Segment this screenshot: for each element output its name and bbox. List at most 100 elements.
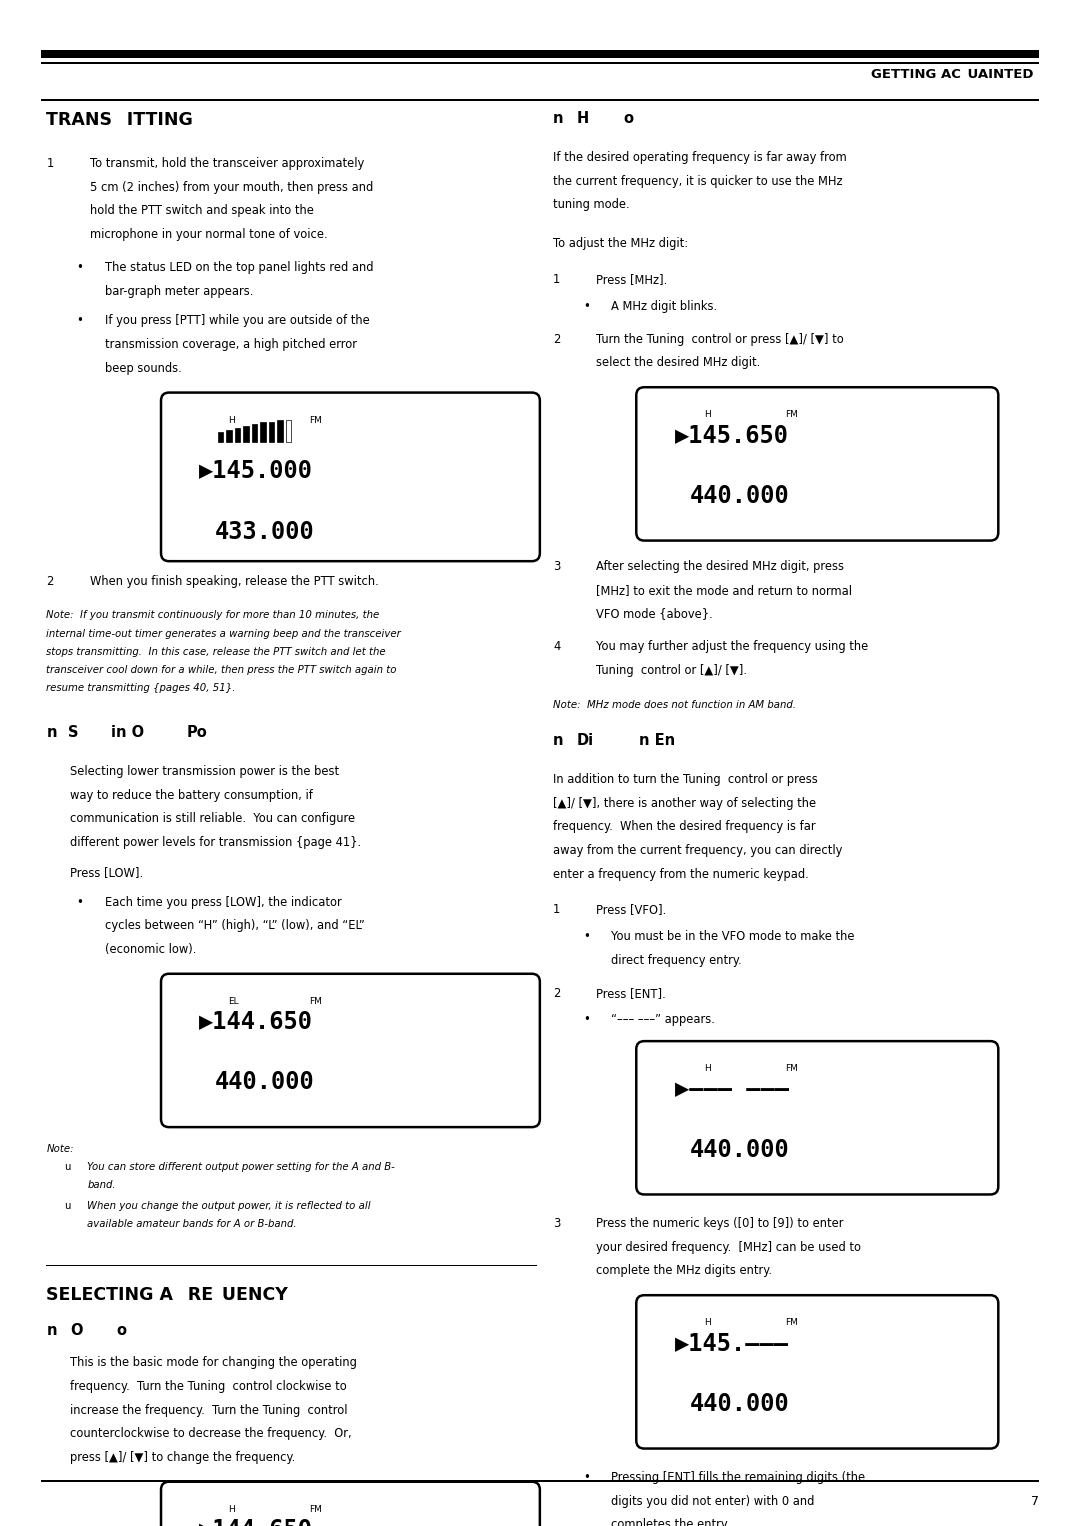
Text: 1: 1 [553, 903, 561, 917]
Text: completes the entry.: completes the entry. [611, 1518, 730, 1526]
Text: ▶144.650: ▶144.650 [199, 1517, 313, 1526]
Text: n: n [46, 1323, 57, 1338]
Text: 7: 7 [1031, 1495, 1039, 1509]
Text: 2: 2 [553, 333, 561, 346]
Text: increase the frequency.  Turn the Tuning  control: increase the frequency. Turn the Tuning … [70, 1404, 348, 1416]
FancyBboxPatch shape [161, 1482, 540, 1526]
Bar [285, 420, 292, 443]
Text: Press [MHz].: Press [MHz]. [596, 273, 667, 287]
Text: Each time you press [LOW], the indicator: Each time you press [LOW], the indicator [105, 896, 341, 908]
Text: way to reduce the battery consumption, if: way to reduce the battery consumption, i… [70, 789, 313, 801]
Text: o: o [117, 1323, 126, 1338]
Text: cycles between “H” (high), “L” (low), and “EL”: cycles between “H” (high), “L” (low), an… [105, 919, 365, 932]
Text: •: • [583, 1013, 590, 1027]
Text: select the desired MHz digit.: select the desired MHz digit. [596, 357, 760, 369]
Text: (economic low).: (economic low). [105, 943, 197, 955]
Text: GETTING AC UAINTED: GETTING AC UAINTED [872, 69, 1034, 81]
Bar [269, 421, 274, 443]
Text: FM: FM [309, 996, 322, 1006]
Text: communication is still reliable.  You can configure: communication is still reliable. You can… [70, 812, 355, 826]
Text: digits you did not enter) with 0 and: digits you did not enter) with 0 and [611, 1494, 814, 1508]
Text: n: n [553, 734, 564, 748]
Text: Turn the Tuning  control or press [▲]/ [▼] to: Turn the Tuning control or press [▲]/ [▼… [596, 333, 843, 346]
Text: band.: band. [87, 1180, 117, 1190]
Text: resume transmitting {pages 40, 51}.: resume transmitting {pages 40, 51}. [46, 682, 235, 693]
Text: microphone in your normal tone of voice.: microphone in your normal tone of voice. [90, 227, 327, 241]
Text: stops transmitting.  In this case, release the PTT switch and let the: stops transmitting. In this case, releas… [46, 647, 386, 656]
Text: •: • [77, 896, 83, 908]
FancyBboxPatch shape [636, 1296, 998, 1448]
Text: H: H [577, 111, 589, 127]
Text: bar-graph meter appears.: bar-graph meter appears. [105, 285, 253, 298]
Text: EL: EL [229, 996, 239, 1006]
Text: 440.000: 440.000 [690, 1392, 789, 1416]
FancyBboxPatch shape [161, 974, 540, 1128]
Text: O: O [70, 1323, 83, 1338]
Text: This is the basic mode for changing the operating: This is the basic mode for changing the … [70, 1357, 357, 1369]
Text: Press the numeric keys ([0] to [9]) to enter: Press the numeric keys ([0] to [9]) to e… [596, 1216, 843, 1230]
Text: 433.000: 433.000 [215, 520, 314, 543]
Text: available amateur bands for A or B-band.: available amateur bands for A or B-band. [87, 1219, 297, 1228]
Bar [41, 63, 1039, 64]
Text: Po: Po [187, 725, 207, 740]
Text: H: H [229, 417, 235, 424]
Text: n: n [46, 725, 57, 740]
Text: You must be in the VFO mode to make the: You must be in the VFO mode to make the [611, 929, 854, 943]
Text: u: u [64, 1161, 70, 1172]
Text: H: H [704, 410, 711, 420]
Text: Tuning  control or [▲]/ [▼].: Tuning control or [▲]/ [▼]. [596, 664, 747, 678]
Text: 2: 2 [46, 575, 54, 588]
Text: After selecting the desired MHz digit, press: After selecting the desired MHz digit, p… [596, 560, 845, 574]
Text: Press [VFO].: Press [VFO]. [596, 903, 666, 917]
Text: [MHz] to exit the mode and return to normal: [MHz] to exit the mode and return to nor… [596, 584, 852, 597]
Text: TRANS  ITTING: TRANS ITTING [46, 111, 193, 130]
Text: enter a frequency from the numeric keypad.: enter a frequency from the numeric keypa… [553, 867, 809, 881]
Text: hold the PTT switch and speak into the: hold the PTT switch and speak into the [90, 204, 313, 218]
Text: FM: FM [785, 1064, 797, 1073]
Text: S: S [68, 725, 79, 740]
Text: n En: n En [639, 734, 675, 748]
Bar [46, 1265, 537, 1267]
Text: 4: 4 [553, 641, 561, 653]
Text: •: • [583, 929, 590, 943]
Text: ▶145.———: ▶145.——— [675, 1331, 788, 1355]
Text: [▲]/ [▼], there is another way of selecting the: [▲]/ [▼], there is another way of select… [553, 797, 816, 810]
Text: complete the MHz digits entry.: complete the MHz digits entry. [596, 1264, 772, 1277]
Text: FM: FM [309, 1505, 322, 1514]
Text: VFO mode {above}.: VFO mode {above}. [596, 607, 713, 621]
Text: A MHz digit blinks.: A MHz digit blinks. [611, 301, 717, 313]
Text: Note:  If you transmit continuously for more than 10 minutes, the: Note: If you transmit continuously for m… [46, 610, 380, 621]
Text: counterclockwise to decrease the frequency.  Or,: counterclockwise to decrease the frequen… [70, 1427, 352, 1441]
Text: 2: 2 [553, 986, 561, 1000]
Text: Selecting lower transmission power is the best: Selecting lower transmission power is th… [70, 765, 339, 778]
Text: Note:: Note: [46, 1143, 73, 1154]
Text: Di: Di [577, 734, 594, 748]
Text: o: o [623, 111, 633, 127]
Text: •: • [583, 301, 590, 313]
Bar [278, 420, 283, 443]
Text: 440.000: 440.000 [215, 1070, 314, 1094]
Bar [218, 432, 224, 443]
Text: SELECTING A  RE UENCY: SELECTING A RE UENCY [46, 1286, 288, 1305]
Text: You can store different output power setting for the A and B-: You can store different output power set… [87, 1161, 395, 1172]
Text: press [▲]/ [▼] to change the frequency.: press [▲]/ [▼] to change the frequency. [70, 1451, 296, 1463]
Text: FM: FM [785, 410, 797, 420]
Text: When you change the output power, it is reflected to all: When you change the output power, it is … [87, 1201, 372, 1212]
Text: ▶144.650: ▶144.650 [199, 1009, 313, 1033]
Text: Note:  MHz mode does not function in AM band.: Note: MHz mode does not function in AM b… [553, 700, 796, 710]
Text: beep sounds.: beep sounds. [105, 362, 181, 375]
Text: away from the current frequency, you can directly: away from the current frequency, you can… [553, 844, 842, 858]
Text: 5 cm (2 inches) from your mouth, then press and: 5 cm (2 inches) from your mouth, then pr… [90, 180, 373, 194]
Text: different power levels for transmission {page 41}.: different power levels for transmission … [70, 836, 362, 848]
Text: ▶145.000: ▶145.000 [199, 459, 313, 482]
Text: 1: 1 [46, 157, 54, 171]
Text: 440.000: 440.000 [690, 1137, 789, 1161]
Text: When you finish speaking, release the PTT switch.: When you finish speaking, release the PT… [90, 575, 378, 588]
Text: n: n [553, 111, 564, 127]
Text: ▶——— ———: ▶——— ——— [675, 1076, 788, 1100]
Text: If you press [PTT] while you are outside of the: If you press [PTT] while you are outside… [105, 314, 369, 328]
Text: H: H [229, 1505, 235, 1514]
Text: the current frequency, it is quicker to use the MHz: the current frequency, it is quicker to … [553, 174, 842, 188]
Text: transceiver cool down for a while, then press the PTT switch again to: transceiver cool down for a while, then … [46, 665, 397, 674]
Text: H: H [704, 1064, 711, 1073]
